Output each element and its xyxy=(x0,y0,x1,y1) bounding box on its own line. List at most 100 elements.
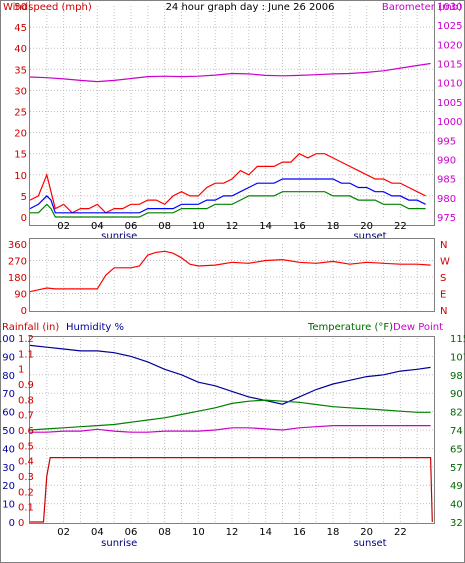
temperature-tick: 74 xyxy=(450,426,463,437)
climate-x-axis-marks: sunrise sunset xyxy=(101,538,387,549)
barometer-tick: 1020 xyxy=(437,40,462,51)
climate-x-tick: 10 xyxy=(192,527,205,538)
panel-direction-series xyxy=(29,250,431,293)
barometer-tick: 1010 xyxy=(437,79,462,90)
rainfall-tick: 0.7 xyxy=(18,411,34,422)
wind-x-axis-marks: sunrise sunset xyxy=(101,231,387,242)
climate-x-tick: 04 xyxy=(91,527,104,538)
compass-tick: N xyxy=(440,240,447,251)
wind-x-tick: 20 xyxy=(360,221,373,232)
rainfall-tick: 0.3 xyxy=(18,472,34,483)
panel-direction-grid xyxy=(30,244,434,310)
wind-line-0 xyxy=(29,152,426,214)
humidity-tick: 0 xyxy=(9,518,15,529)
chart-title: 24 hour graph day : June 26 2006 xyxy=(166,2,335,13)
climate-x-tick: 02 xyxy=(57,527,70,538)
panel-direction-frame xyxy=(29,238,435,312)
rainfall-tick: 0 xyxy=(18,518,24,529)
rainfall-tick: 0.2 xyxy=(18,487,34,498)
direction-tick: 360 xyxy=(8,240,27,251)
wind-tick: 5 xyxy=(21,192,27,203)
direction-tick: 270 xyxy=(8,257,27,268)
temperature-tick: 49 xyxy=(450,481,463,492)
temperature-tick: 90 xyxy=(450,389,463,400)
climate-x-tick: 06 xyxy=(125,527,138,538)
wind-x-tick: 18 xyxy=(327,221,340,232)
wind-axis-ticks: 0 5 10 15 20 25 30 35 40 45 50 xyxy=(14,2,27,224)
wind-tick: 20 xyxy=(14,129,27,140)
barometer-tick: 1015 xyxy=(437,60,462,71)
wind-line-2 xyxy=(30,191,426,218)
direction-tick: 180 xyxy=(8,273,27,284)
wind-x-mark: sunrise xyxy=(101,231,137,242)
temperature-axis-label: Temperature (°F) xyxy=(307,322,393,333)
compass-tick: E xyxy=(440,290,446,301)
windspeed-axis-label: Windspeed (mph) xyxy=(3,2,92,13)
wind-tick: 25 xyxy=(14,108,27,119)
barometer-line xyxy=(29,62,431,83)
rainfall-tick: 0.1 xyxy=(18,503,34,514)
panel-wind-series xyxy=(29,62,431,218)
climate-x-tick: 20 xyxy=(360,527,373,538)
wind-tick: 10 xyxy=(14,171,27,182)
barometer-tick: 1030 xyxy=(437,2,462,13)
wind-tick: 40 xyxy=(14,44,27,55)
wind-x-tick: 02 xyxy=(57,221,70,232)
wind-x-tick: 08 xyxy=(158,221,171,232)
rainfall-tick: 1.2 xyxy=(18,334,34,345)
climate-x-axis-ticks: 02 04 06 08 10 12 14 16 18 20 22 xyxy=(57,527,406,538)
rainfall-line xyxy=(30,457,433,523)
panel-climate-grid xyxy=(30,338,434,522)
barometer-tick: 975 xyxy=(437,213,456,224)
wind-line-1 xyxy=(29,178,426,214)
temperature-tick: 115 xyxy=(450,334,465,345)
temperature-tick: 65 xyxy=(450,444,463,455)
barometer-tick: 990 xyxy=(437,155,456,166)
compass-tick: S xyxy=(440,273,446,284)
temperature-line xyxy=(29,399,431,431)
rainfall-tick: 1 xyxy=(18,365,24,376)
temperature-tick: 32 xyxy=(450,518,463,529)
panel-climate-series xyxy=(29,344,433,523)
direction-line xyxy=(29,250,431,293)
humidity-tick: 60 xyxy=(2,408,15,419)
humidity-tick: 30 xyxy=(2,463,15,474)
temperature-tick: 98 xyxy=(450,371,463,382)
wind-x-tick: 04 xyxy=(91,221,104,232)
wind-tick: 0 xyxy=(21,213,27,224)
wind-x-axis-ticks: 02 04 06 08 10 12 14 16 18 20 22 xyxy=(57,221,406,232)
compass-tick: N xyxy=(440,306,447,317)
climate-x-tick: 08 xyxy=(158,527,171,538)
barometer-tick: 1005 xyxy=(437,98,462,109)
wind-x-tick: 12 xyxy=(226,221,239,232)
climate-x-tick: 16 xyxy=(293,527,306,538)
direction-tick: 90 xyxy=(14,290,27,301)
temperature-tick: 57 xyxy=(450,463,463,474)
rainfall-axis-ticks: 0 0.1 0.2 0.3 0.4 0.5 0.6 0.7 0.8 0.9 1 1.1 1.2 xyxy=(18,334,34,529)
rainfall-tick: 0.9 xyxy=(18,380,34,391)
barometer-tick: 985 xyxy=(437,175,456,186)
rainfall-tick: 0.8 xyxy=(18,395,34,406)
rainfall-tick: 0.4 xyxy=(18,457,34,468)
temperature-tick: 40 xyxy=(450,500,463,511)
rainfall-tick: 0.5 xyxy=(18,441,34,452)
wind-x-tick: 14 xyxy=(259,221,272,232)
humidity-tick: 100 xyxy=(0,334,15,345)
barometer-axis-label: Barometer (mb) xyxy=(382,2,462,13)
panel-wind-frame xyxy=(29,0,435,226)
wind-tick: 50 xyxy=(14,2,27,13)
compass-tick: W xyxy=(440,257,450,268)
temperature-line xyxy=(30,425,431,433)
humidity-tick: 10 xyxy=(2,500,15,511)
barometer-tick: 995 xyxy=(437,136,456,147)
humidity-axis-label: Humidity % xyxy=(66,322,124,333)
humidity-tick: 80 xyxy=(2,371,15,382)
barometer-tick: 1000 xyxy=(437,117,462,128)
wind-x-tick: 16 xyxy=(293,221,306,232)
climate-x-tick: 18 xyxy=(327,527,340,538)
temperature-tick: 107 xyxy=(450,352,465,363)
humidity-line xyxy=(29,344,431,405)
humidity-tick: 50 xyxy=(2,426,15,437)
